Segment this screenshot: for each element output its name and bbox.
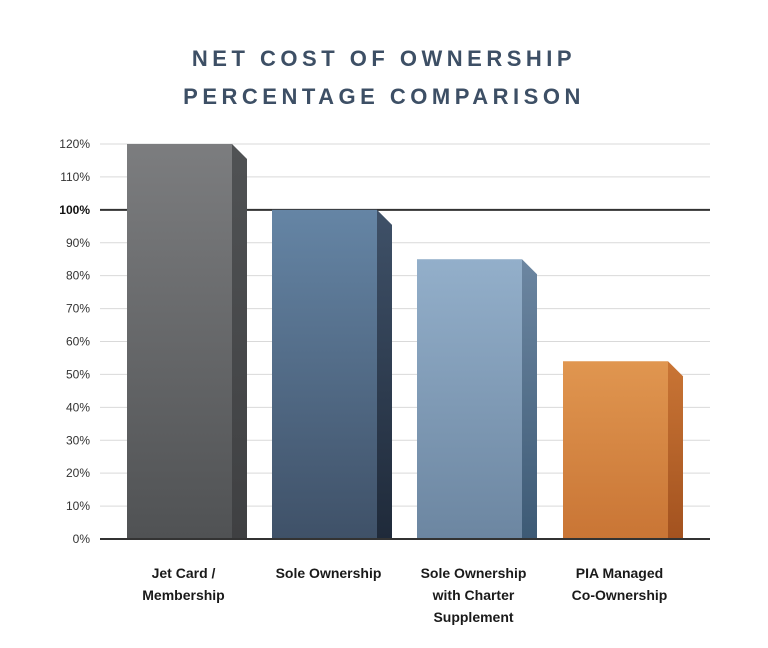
category-label: Membership — [142, 587, 224, 603]
chart-title-line-1: NET COST OF OWNERSHIP — [191, 46, 577, 71]
y-tick-label: 110% — [60, 170, 90, 184]
y-tick-label: 0% — [73, 532, 91, 546]
bar — [417, 259, 522, 539]
y-tick-label: 40% — [66, 400, 90, 414]
y-tick-label: 80% — [66, 269, 90, 283]
category-label: with Charter — [432, 587, 515, 603]
bar-side — [377, 209, 392, 540]
bar-side — [668, 361, 683, 539]
y-tick-label: 120% — [59, 137, 90, 151]
category-label: Sole Ownership — [421, 565, 527, 581]
bar-side — [522, 259, 537, 539]
y-tick-label: 20% — [66, 466, 90, 480]
y-tick-label: 60% — [66, 335, 90, 349]
bar — [272, 209, 377, 540]
y-tick-label: 10% — [66, 499, 90, 513]
category-label: Co-Ownership — [572, 587, 668, 603]
bar — [127, 144, 232, 539]
bar-side — [232, 144, 247, 539]
y-tick-label: 100% — [59, 203, 90, 217]
category-label: Sole Ownership — [276, 565, 382, 581]
y-tick-label: 30% — [66, 433, 90, 447]
y-tick-label: 90% — [66, 236, 90, 250]
y-tick-label: 70% — [66, 302, 90, 316]
category-label: Jet Card / — [152, 565, 216, 581]
category-label: Supplement — [433, 609, 513, 625]
chart-title-line-2: PERCENTAGE COMPARISON — [183, 84, 585, 109]
y-tick-label: 50% — [66, 367, 90, 381]
bar — [563, 361, 668, 539]
category-label: PIA Managed — [576, 565, 663, 581]
